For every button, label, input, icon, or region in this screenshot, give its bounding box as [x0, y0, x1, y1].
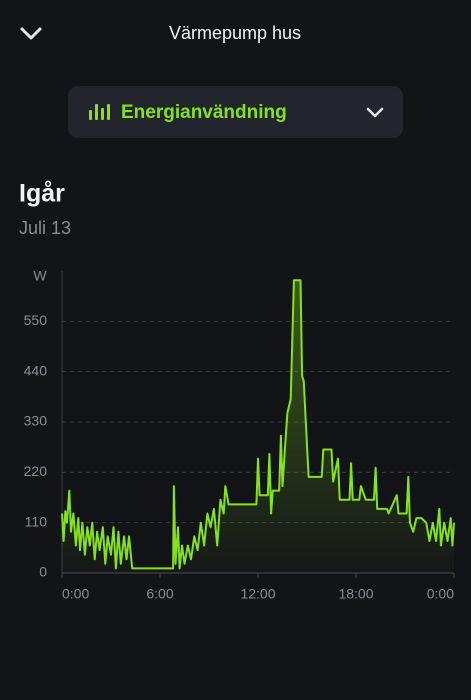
y-axis-unit: W: [33, 268, 47, 284]
x-tick-label: 0:00: [427, 586, 454, 602]
x-tick-label: 18:00: [338, 586, 373, 602]
y-tick-label: 330: [24, 413, 48, 429]
bar-icon: [89, 104, 110, 120]
y-tick-label: 440: [24, 362, 48, 378]
y-tick-label: 550: [24, 312, 48, 328]
y-tick-label: 0: [39, 564, 47, 580]
metric-selector[interactable]: [68, 86, 403, 138]
power-line: [61, 279, 455, 570]
header-title: Värmepump hus: [169, 23, 301, 43]
selector-chevron[interactable]: [366, 107, 384, 118]
back-chevron[interactable]: [20, 27, 42, 40]
x-tick-label: 12:00: [240, 586, 275, 602]
x-tick-label: 6:00: [146, 586, 173, 602]
y-tick-label: 220: [24, 463, 48, 479]
x-tick-label: 0:00: [62, 586, 89, 602]
period-date: Juli 13: [19, 218, 71, 238]
y-tick-label: 110: [25, 513, 48, 529]
period-title: Igår: [19, 180, 65, 208]
selector-label: Energianvändning: [121, 102, 287, 123]
area-fill: [62, 280, 454, 573]
